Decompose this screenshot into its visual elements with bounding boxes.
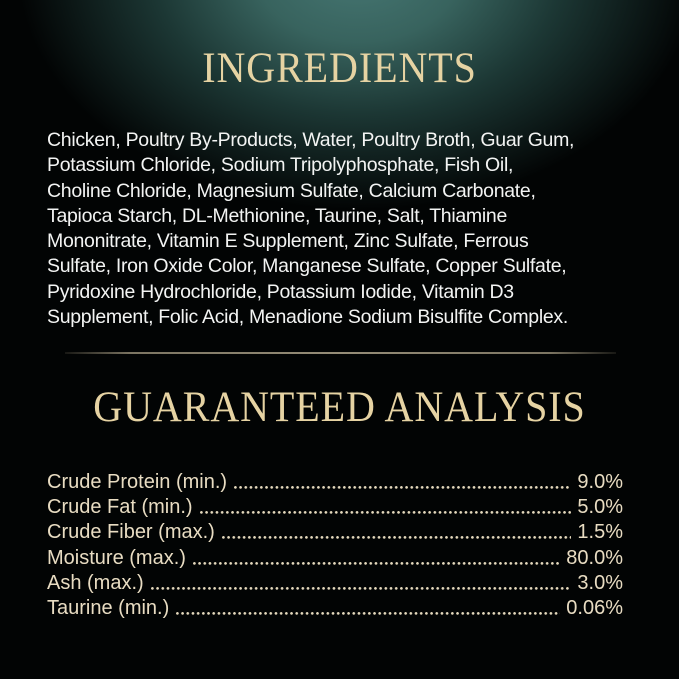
ingredients-line: Supplement, Folic Acid, Menadione Sodium… [47, 306, 568, 329]
analysis-label: Moisture (max.) [47, 546, 186, 569]
dot-leader [221, 536, 572, 540]
ingredients-title: INGREDIENTS [202, 45, 477, 92]
analysis-value: 9.0% [577, 471, 623, 493]
ingredients-line: Chicken, Poultry By-Products, Water, Pou… [47, 129, 575, 151]
section-divider [65, 352, 616, 354]
analysis-label: Crude Protein (min.) [47, 471, 228, 493]
analysis-row-ash: Ash (max.) 3.0% [47, 571, 623, 596]
guaranteed-analysis-title: GUARANTEED ANALYSIS [93, 384, 586, 431]
analysis-row-crude-fiber: Crude Fiber (max.) 1.5% [47, 520, 623, 545]
analysis-label: Ash (max.) [47, 571, 144, 594]
guaranteed-analysis-table: Crude Protein (min.) 9.0% Crude Fat (min… [47, 470, 623, 621]
analysis-value: 5.0% [577, 496, 623, 519]
analysis-row-moisture: Moisture (max.) 80.0% [47, 546, 623, 571]
analysis-value: 3.0% [577, 571, 623, 594]
analysis-row-taurine: Taurine (min.) 0.06% [47, 596, 623, 621]
dot-leader [199, 511, 572, 515]
dot-leader [150, 586, 572, 590]
dot-leader [176, 611, 561, 615]
ingredients-line: Mononitrate, Vitamin E Supplement, Zinc … [47, 230, 529, 253]
ingredients-line: Tapioca Starch, DL-Methionine, Taurine, … [47, 204, 507, 227]
ingredients-line: Pyridoxine Hydrochloride, Potassium Iodi… [47, 280, 514, 303]
ingredients-line: Choline Chloride, Magnesium Sulfate, Cal… [47, 179, 536, 202]
analysis-label: Crude Fiber (max.) [47, 521, 215, 544]
dot-leader [192, 561, 561, 565]
ingredients-line: Potassium Chloride, Sodium Tripolyphosph… [47, 154, 514, 177]
analysis-value: 0.06% [566, 596, 623, 619]
analysis-row-crude-protein: Crude Protein (min.) 9.0% [47, 470, 623, 495]
analysis-value: 80.0% [566, 546, 623, 569]
ingredients-line: Sulfate, Iron Oxide Color, Manganese Sul… [47, 255, 567, 278]
dot-leader [234, 486, 572, 489]
analysis-label: Taurine (min.) [47, 596, 170, 619]
analysis-row-crude-fat: Crude Fat (min.) 5.0% [47, 495, 623, 520]
ingredients-paragraph: Chicken, Poultry By-Products, Water, Pou… [47, 128, 639, 330]
analysis-value: 1.5% [577, 521, 623, 544]
analysis-label: Crude Fat (min.) [47, 496, 193, 519]
